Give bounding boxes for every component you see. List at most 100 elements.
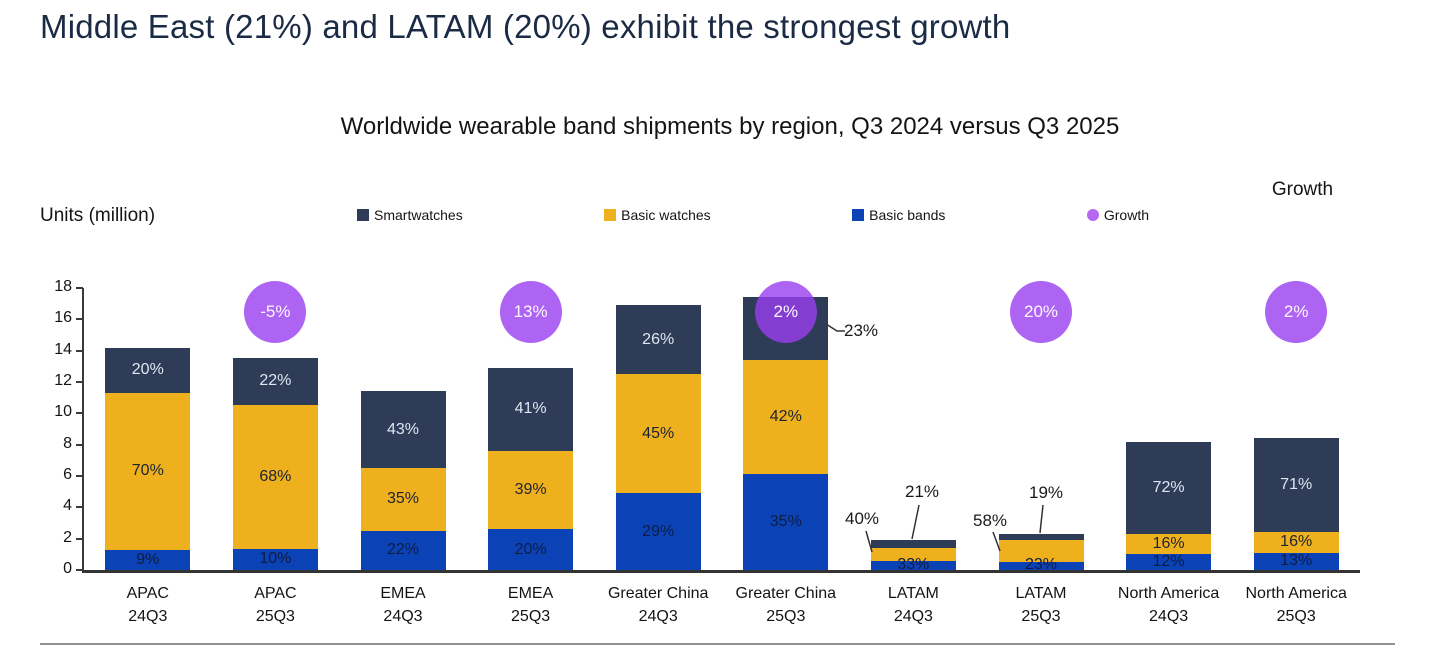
bar-segment-watches: 70% (105, 392, 191, 550)
category-quarter: 24Q3 (893, 608, 933, 625)
bar-segment-watches: 42% (743, 360, 829, 475)
category-label: APAC 25Q3 (200, 582, 350, 628)
bar-segment-smart: 22% (232, 357, 318, 405)
legend-item-basic-watches: Basic watches (604, 207, 711, 223)
category-quarter: 24Q3 (1149, 608, 1189, 625)
y-tick-label: 0 (63, 560, 72, 577)
x-axis (82, 570, 1360, 573)
category-quarter: 25Q3 (511, 608, 551, 625)
growth-bubble: 20% (1010, 281, 1072, 343)
category-quarter: 25Q3 (1276, 608, 1316, 625)
legend-item-smartwatches: Smartwatches (357, 207, 463, 223)
category-quarter: 24Q3 (383, 608, 423, 625)
bar-segment-smart (870, 540, 956, 549)
category-region: North America (1117, 585, 1220, 602)
bar-segment-bands: 12% (1126, 553, 1212, 570)
callout-label: 19% (1028, 483, 1064, 502)
y-axis (82, 288, 84, 570)
bar-segment-watches: 35% (360, 468, 446, 531)
category-label: EMEA 24Q3 (328, 582, 478, 628)
y-tick-mark (76, 412, 83, 415)
y-tick-label: 12 (54, 372, 72, 389)
y-tick-mark (76, 443, 83, 446)
bar-segment-watches: 45% (615, 374, 701, 494)
bar-segment-bands: 10% (232, 548, 318, 570)
growth-swatch-icon (1086, 209, 1099, 221)
y-tick-mark (76, 475, 83, 477)
bar-segment-bands: 9% (105, 549, 191, 570)
y-tick-label: 4 (63, 497, 72, 515)
bar-segment-smart (998, 533, 1084, 541)
category-region: Greater China (735, 585, 837, 602)
growth-axis-label: Growth (1271, 179, 1334, 200)
legend: Smartwatches Basic watches Basic bands G… (357, 207, 1149, 223)
bottom-divider (40, 643, 1395, 645)
units-axis-label: Units (million) (40, 205, 156, 226)
bar-segment-watches: 16% (1253, 531, 1339, 553)
growth-bubble: -5% (244, 281, 307, 343)
bar-segment-bands (870, 560, 956, 570)
category-region: EMEA (380, 585, 426, 602)
bar-segment-smart: 41% (488, 367, 574, 451)
category-region: Greater China (607, 585, 709, 602)
y-tick-label: 6 (63, 466, 72, 483)
growth-bubble: 2% (1265, 281, 1328, 343)
bar-segment-watches: 68% (232, 404, 318, 549)
bar-segment-bands: 35% (743, 474, 829, 570)
category-label: LATAM 24Q3 (838, 582, 988, 628)
legend-item-basic-bands: Basic bands (852, 207, 945, 223)
bar-segment-bands: 22% (360, 530, 446, 570)
y-tick-label: 2 (63, 528, 72, 546)
category-label: LATAM 25Q3 (966, 582, 1116, 628)
category-quarter: 24Q3 (128, 608, 168, 625)
bar-segment-watches: 16% (1126, 533, 1212, 555)
bar-segment-smart: 43% (360, 391, 446, 469)
y-tick-label: 10 (54, 403, 72, 421)
y-tick-mark (76, 506, 83, 509)
callout-label: 21% (904, 482, 940, 501)
y-tick-label: 18 (54, 278, 72, 295)
basic-watches-swatch-icon (604, 209, 617, 221)
category-label: North America 24Q3 (1094, 582, 1244, 628)
y-tick-mark (76, 318, 83, 321)
basic-bands-swatch-icon (852, 209, 865, 221)
bar-segment-smart: 71% (1253, 438, 1339, 532)
bar-segment-bands: 20% (488, 529, 574, 570)
category-quarter: 25Q3 (255, 608, 295, 625)
page-title: Middle East (21%) and LATAM (20%) exhibi… (40, 8, 1011, 45)
legend-label: Growth (1103, 207, 1149, 223)
bar-segment-smart: 20% (105, 347, 191, 393)
category-region: North America (1245, 585, 1347, 602)
bar-segment-smart: 72% (1126, 441, 1212, 534)
category-label: EMEA 25Q3 (456, 582, 606, 628)
callout-label: 23% (843, 321, 879, 340)
y-tick-mark (76, 569, 83, 571)
legend-label: Basic bands (869, 207, 946, 223)
legend-label: Basic watches (621, 207, 711, 223)
category-label: North America 25Q3 (1221, 582, 1371, 628)
y-tick-mark (76, 537, 83, 540)
y-tick-label: 14 (54, 340, 72, 358)
bar-segment-bands (998, 562, 1084, 570)
category-region: EMEA (507, 585, 554, 602)
smartwatches-swatch-icon (357, 209, 369, 221)
legend-item-growth: Growth (1086, 207, 1149, 223)
category-region: APAC (254, 585, 297, 602)
bar-segment-bands: 13% (1253, 552, 1339, 570)
category-region: LATAM (887, 585, 939, 602)
y-tick-mark (76, 381, 83, 383)
growth-bubble: 2% (754, 281, 817, 343)
legend-label: Smartwatches (374, 207, 463, 223)
category-region: LATAM (1015, 585, 1067, 602)
callout-label: 40% (844, 509, 880, 528)
bar-segment-watches: 39% (488, 450, 574, 530)
category-quarter: 24Q3 (638, 608, 678, 625)
category-quarter: 25Q3 (1021, 608, 1061, 625)
category-quarter: 25Q3 (766, 608, 806, 625)
bar-segment-label: 23% (1024, 556, 1058, 573)
bar-segment-label: 33% (897, 556, 930, 573)
bar-segment-watches (870, 548, 956, 561)
callout-label: 58% (972, 511, 1008, 530)
bar-segment-smart: 26% (615, 305, 701, 375)
